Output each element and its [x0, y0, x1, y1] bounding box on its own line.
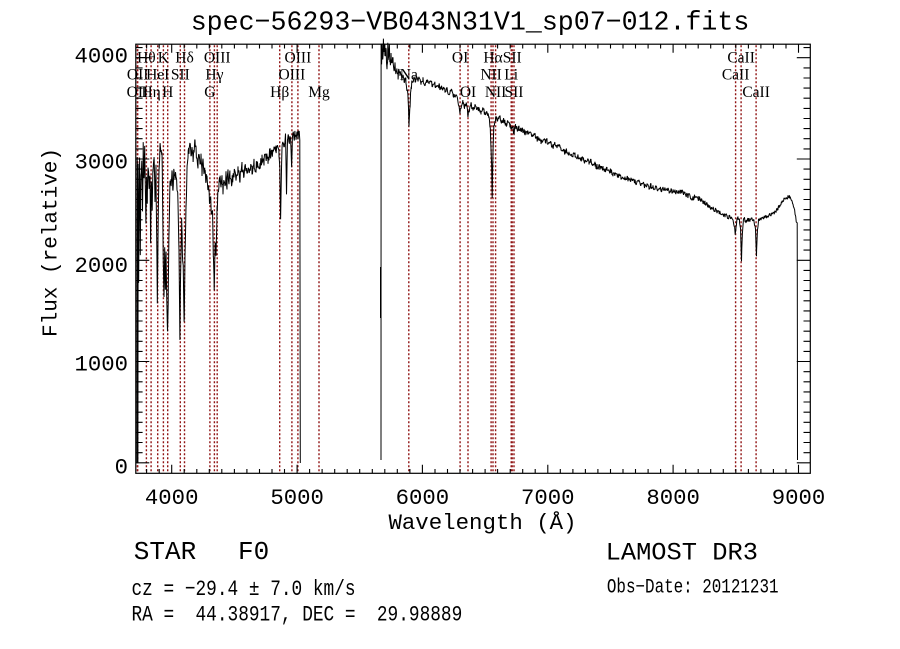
- svg-text:OI: OI: [452, 50, 468, 67]
- svg-text:OII: OII: [127, 67, 149, 84]
- svg-text:Hη: Hη: [141, 84, 160, 101]
- svg-text:CaII: CaII: [742, 84, 770, 101]
- svg-text:OIII: OIII: [285, 50, 312, 67]
- svg-text:9000: 9000: [772, 485, 826, 511]
- svg-text:3000: 3000: [74, 149, 128, 175]
- svg-text:OIII: OIII: [204, 50, 231, 67]
- svg-text:0: 0: [115, 454, 128, 480]
- svg-text:Na: Na: [400, 67, 418, 84]
- svg-text:NII: NII: [480, 67, 502, 84]
- svg-text:SII: SII: [505, 84, 524, 101]
- svg-text:Hγ: Hγ: [205, 67, 223, 84]
- svg-text:4000: 4000: [74, 44, 128, 70]
- svg-text:H: H: [162, 84, 173, 101]
- svg-text:Hβ: Hβ: [270, 84, 289, 101]
- svg-text:HeI: HeI: [146, 67, 169, 84]
- svg-text:OII: OII: [127, 84, 149, 101]
- svg-text:Wavelength (Å): Wavelength (Å): [388, 510, 576, 536]
- svg-text:6000: 6000: [396, 485, 450, 511]
- svg-text:8000: 8000: [646, 485, 700, 511]
- svg-text:4000: 4000: [145, 485, 199, 511]
- svg-text:OIII: OIII: [279, 67, 306, 84]
- svg-text:G: G: [204, 84, 215, 101]
- svg-text:NII: NII: [485, 84, 507, 101]
- svg-text:STAR: STAR: [134, 537, 196, 567]
- svg-text:SII: SII: [171, 67, 190, 84]
- svg-text:5000: 5000: [270, 485, 324, 511]
- svg-text:CaII: CaII: [722, 67, 750, 84]
- svg-text:7000: 7000: [521, 485, 575, 511]
- svg-text:spec−56293−VB043N31V1_sp07−012: spec−56293−VB043N31V1_sp07−012.fits: [191, 8, 750, 38]
- svg-text:SII: SII: [503, 50, 522, 67]
- svg-text:Li: Li: [504, 67, 518, 84]
- svg-text:K: K: [158, 50, 170, 67]
- svg-text:Obs−Date: 20121231: Obs−Date: 20121231: [607, 577, 779, 599]
- svg-text:Flux (relative): Flux (relative): [41, 148, 64, 337]
- svg-text:Hθ: Hθ: [137, 50, 156, 67]
- svg-text:CaII: CaII: [727, 50, 755, 67]
- svg-text:F0: F0: [238, 537, 269, 567]
- svg-text:OI: OI: [460, 84, 476, 101]
- svg-text:1000: 1000: [74, 351, 128, 377]
- svg-text:RA = 44.38917, DEC = 29.9888: RA = 44.38917, DEC = 29.98889: [132, 603, 463, 628]
- svg-text:LAMOST DR3: LAMOST DR3: [606, 538, 758, 567]
- svg-text:Mg: Mg: [308, 84, 330, 101]
- svg-text:cz = −29.4 ± 7.0 km/s: cz = −29.4 ± 7.0 km/s: [132, 577, 356, 602]
- svg-text:Hδ: Hδ: [175, 50, 194, 67]
- svg-text:2000: 2000: [74, 253, 128, 279]
- svg-text:Hα: Hα: [483, 50, 502, 67]
